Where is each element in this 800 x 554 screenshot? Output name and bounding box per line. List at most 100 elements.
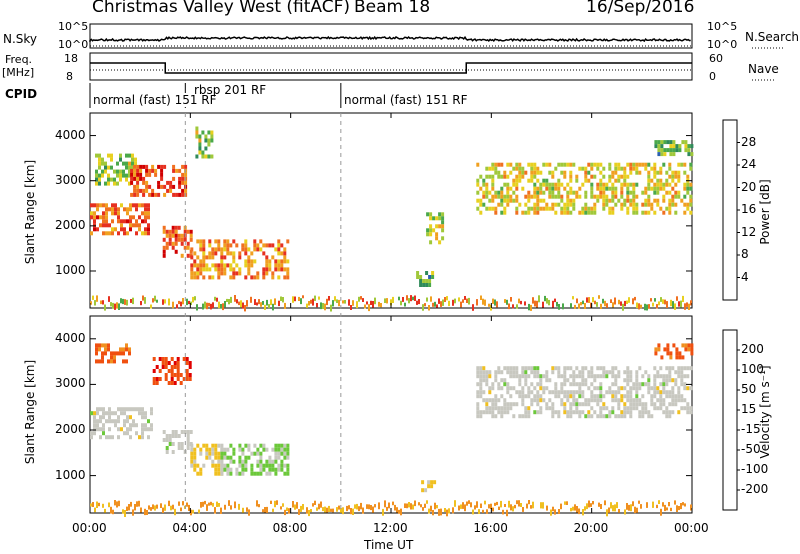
- heatmap-cell: [503, 175, 506, 179]
- heatmap-cell: [102, 231, 105, 235]
- heatmap-cell: [527, 366, 530, 370]
- heatmap-cell: [145, 169, 148, 173]
- heatmap-cell: [584, 211, 587, 215]
- heatmap-cell: [184, 181, 187, 185]
- heatmap-cell: [674, 303, 676, 310]
- heatmap-cell: [190, 255, 193, 259]
- heatmap-cell: [485, 207, 488, 211]
- heatmap-cell: [551, 414, 554, 418]
- heatmap-cell: [690, 144, 693, 148]
- heatmap-cell: [427, 480, 430, 484]
- power-colorbar-tick-label: 20: [741, 180, 756, 194]
- heatmap-cell: [156, 381, 159, 385]
- heatmap-cell: [277, 444, 280, 448]
- heatmap-cell: [596, 183, 599, 187]
- heatmap-cell: [271, 448, 274, 452]
- heatmap-cell: [539, 406, 542, 410]
- heatmap-cell: [524, 382, 527, 386]
- heatmap-cell: [539, 207, 542, 211]
- heatmap-cell: [551, 406, 554, 410]
- heatmap-cell: [196, 267, 199, 271]
- heatmap-cell: [506, 183, 509, 187]
- heatmap-cell: [536, 179, 539, 183]
- freq-unit: [MHz]: [2, 66, 34, 79]
- heatmap-cell: [266, 507, 268, 513]
- heatmap-cell: [196, 255, 199, 259]
- heatmap-cell: [163, 238, 166, 242]
- heatmap-cell: [569, 394, 572, 398]
- heatmap-cell: [558, 509, 560, 514]
- heatmap-cell: [190, 263, 193, 267]
- heatmap-cell: [538, 295, 540, 302]
- heatmap-cell: [629, 398, 632, 402]
- heatmap-cell: [536, 382, 539, 386]
- heatmap-cell: [130, 502, 132, 507]
- heatmap-cell: [138, 435, 141, 439]
- heatmap-cell: [557, 187, 560, 191]
- heatmap-cell: [650, 187, 653, 191]
- heatmap-cell: [554, 382, 557, 386]
- heatmap-cell: [485, 378, 488, 382]
- heatmap-cell: [187, 230, 190, 234]
- heatmap-cell: [650, 167, 653, 171]
- heatmap-cell: [552, 507, 554, 512]
- heatmap-cell: [124, 299, 126, 305]
- heatmap-cell: [548, 191, 551, 195]
- heatmap-cell: [476, 382, 479, 386]
- heatmap-cell: [117, 211, 120, 215]
- heatmap-cell: [623, 203, 626, 207]
- heatmap-cell: [265, 243, 268, 247]
- heatmap-cell: [629, 370, 632, 374]
- heatmap-cell: [617, 414, 620, 418]
- heatmap-cell: [139, 173, 142, 177]
- heatmap-cell: [247, 456, 250, 460]
- heatmap-cell: [581, 382, 584, 386]
- heatmap-cell: [113, 359, 116, 363]
- heatmap-cell: [107, 178, 110, 182]
- heatmap-cell: [636, 303, 638, 309]
- heatmap-cell: [283, 452, 286, 456]
- heatmap-cell: [647, 211, 650, 215]
- heatmap-cell: [632, 402, 635, 406]
- heatmap-cell: [494, 300, 496, 306]
- cpid-label: CPID: [5, 87, 37, 101]
- heatmap-cell: [258, 504, 260, 507]
- heatmap-cell: [587, 414, 590, 418]
- heatmap-cell: [178, 169, 181, 173]
- heatmap-cell: [497, 398, 500, 402]
- ylabel-top: Slant Range [km]: [23, 142, 37, 282]
- heatmap-cell: [468, 500, 470, 504]
- heatmap-cell: [676, 505, 678, 512]
- heatmap-cell: [570, 303, 572, 308]
- heatmap-cell: [521, 394, 524, 398]
- freq-tick-bottom: 8: [66, 70, 73, 83]
- velocity-colorbar-tick-label: -50: [741, 442, 761, 456]
- heatmap-cell: [268, 460, 271, 464]
- heatmap-cell: [608, 163, 611, 167]
- heatmap-cell: [181, 242, 184, 246]
- heatmap-cell: [418, 299, 420, 304]
- heatmap-cell: [647, 374, 650, 378]
- heatmap-cell: [617, 406, 620, 410]
- heatmap-cell: [533, 163, 536, 167]
- heatmap-cell: [150, 423, 153, 427]
- heatmap-cell: [665, 183, 668, 187]
- heatmap-cell: [178, 234, 181, 238]
- heatmap-cell: [539, 191, 542, 195]
- heatmap-cell: [259, 456, 262, 460]
- heatmap-cell: [283, 255, 286, 259]
- heatmap-cell: [141, 211, 144, 215]
- heatmap-cell: [566, 366, 569, 370]
- heatmap-cell: [542, 398, 545, 402]
- heatmap-cell: [175, 169, 178, 173]
- heatmap-cell: [476, 394, 479, 398]
- heatmap-cell: [635, 406, 638, 410]
- heatmap-cell: [491, 179, 494, 183]
- heatmap-cell: [196, 271, 199, 275]
- heatmap-cell: [593, 211, 596, 215]
- heatmap-cell: [125, 174, 128, 178]
- heatmap-cell: [614, 179, 617, 183]
- heatmap-cell: [154, 296, 156, 302]
- heatmap-cell: [358, 506, 360, 511]
- heatmap-cell: [172, 230, 175, 234]
